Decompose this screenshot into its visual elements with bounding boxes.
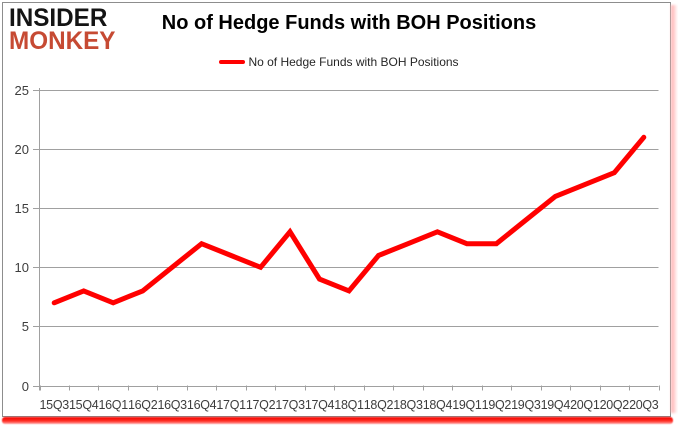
y-axis-tick-label: 15: [15, 201, 29, 216]
right-glow-decoration: [671, 5, 677, 413]
x-axis-tick-label: 16Q3: [157, 398, 187, 412]
x-axis-tick-label: 17Q4: [305, 398, 335, 412]
chart-title: No of Hedge Funds with BOH Positions: [161, 12, 537, 34]
x-axis-tick-label: 19Q1: [452, 398, 482, 412]
y-axis-tick-label: 25: [15, 83, 29, 98]
y-axis-tick-label: 20: [15, 142, 29, 157]
x-axis-tick-label: 15Q4: [69, 398, 99, 412]
red-underline-decoration: [2, 417, 673, 424]
legend: No of Hedge Funds with BOH Positions: [0, 55, 678, 69]
x-axis-tick-label: 20Q1: [570, 398, 600, 412]
x-axis-tick-label: 17Q3: [275, 398, 305, 412]
x-axis-tick-label: 16Q4: [187, 398, 217, 412]
x-axis-tick-label: 20Q2: [600, 398, 630, 412]
x-axis-tick-label: 19Q2: [482, 398, 512, 412]
x-axis-tick-label: 18Q1: [334, 398, 364, 412]
legend-label: No of Hedge Funds with BOH Positions: [248, 55, 459, 69]
x-axis-tick-label: 19Q3: [511, 398, 541, 412]
x-axis-tick-label: 18Q4: [423, 398, 453, 412]
x-axis-tick-label: 17Q1: [216, 398, 246, 412]
x-axis-tick-label: 16Q2: [128, 398, 158, 412]
x-axis-tick-label: 20Q3: [629, 398, 659, 412]
x-axis-tick-label: 16Q1: [98, 398, 128, 412]
x-axis-tick-label: 19Q4: [541, 398, 571, 412]
legend-line-marker-icon: [219, 60, 246, 64]
y-axis-tick-label: 5: [22, 319, 29, 334]
x-axis-tick-label: 18Q2: [364, 398, 394, 412]
x-axis-tick-label: 18Q3: [393, 398, 423, 412]
x-axis-tick-label: 17Q2: [246, 398, 276, 412]
x-axis-tick-label: 15Q3: [40, 398, 70, 412]
insider-monkey-logo: INSIDER MONKEY: [9, 4, 116, 55]
y-axis-tick-label: 0: [22, 379, 29, 394]
data-series-line: [51, 134, 647, 306]
y-axis-tick-label: 10: [15, 260, 29, 275]
logo-text-monkey: MONKEY: [9, 26, 116, 55]
logo-text-insider: INSIDER: [9, 4, 108, 32]
